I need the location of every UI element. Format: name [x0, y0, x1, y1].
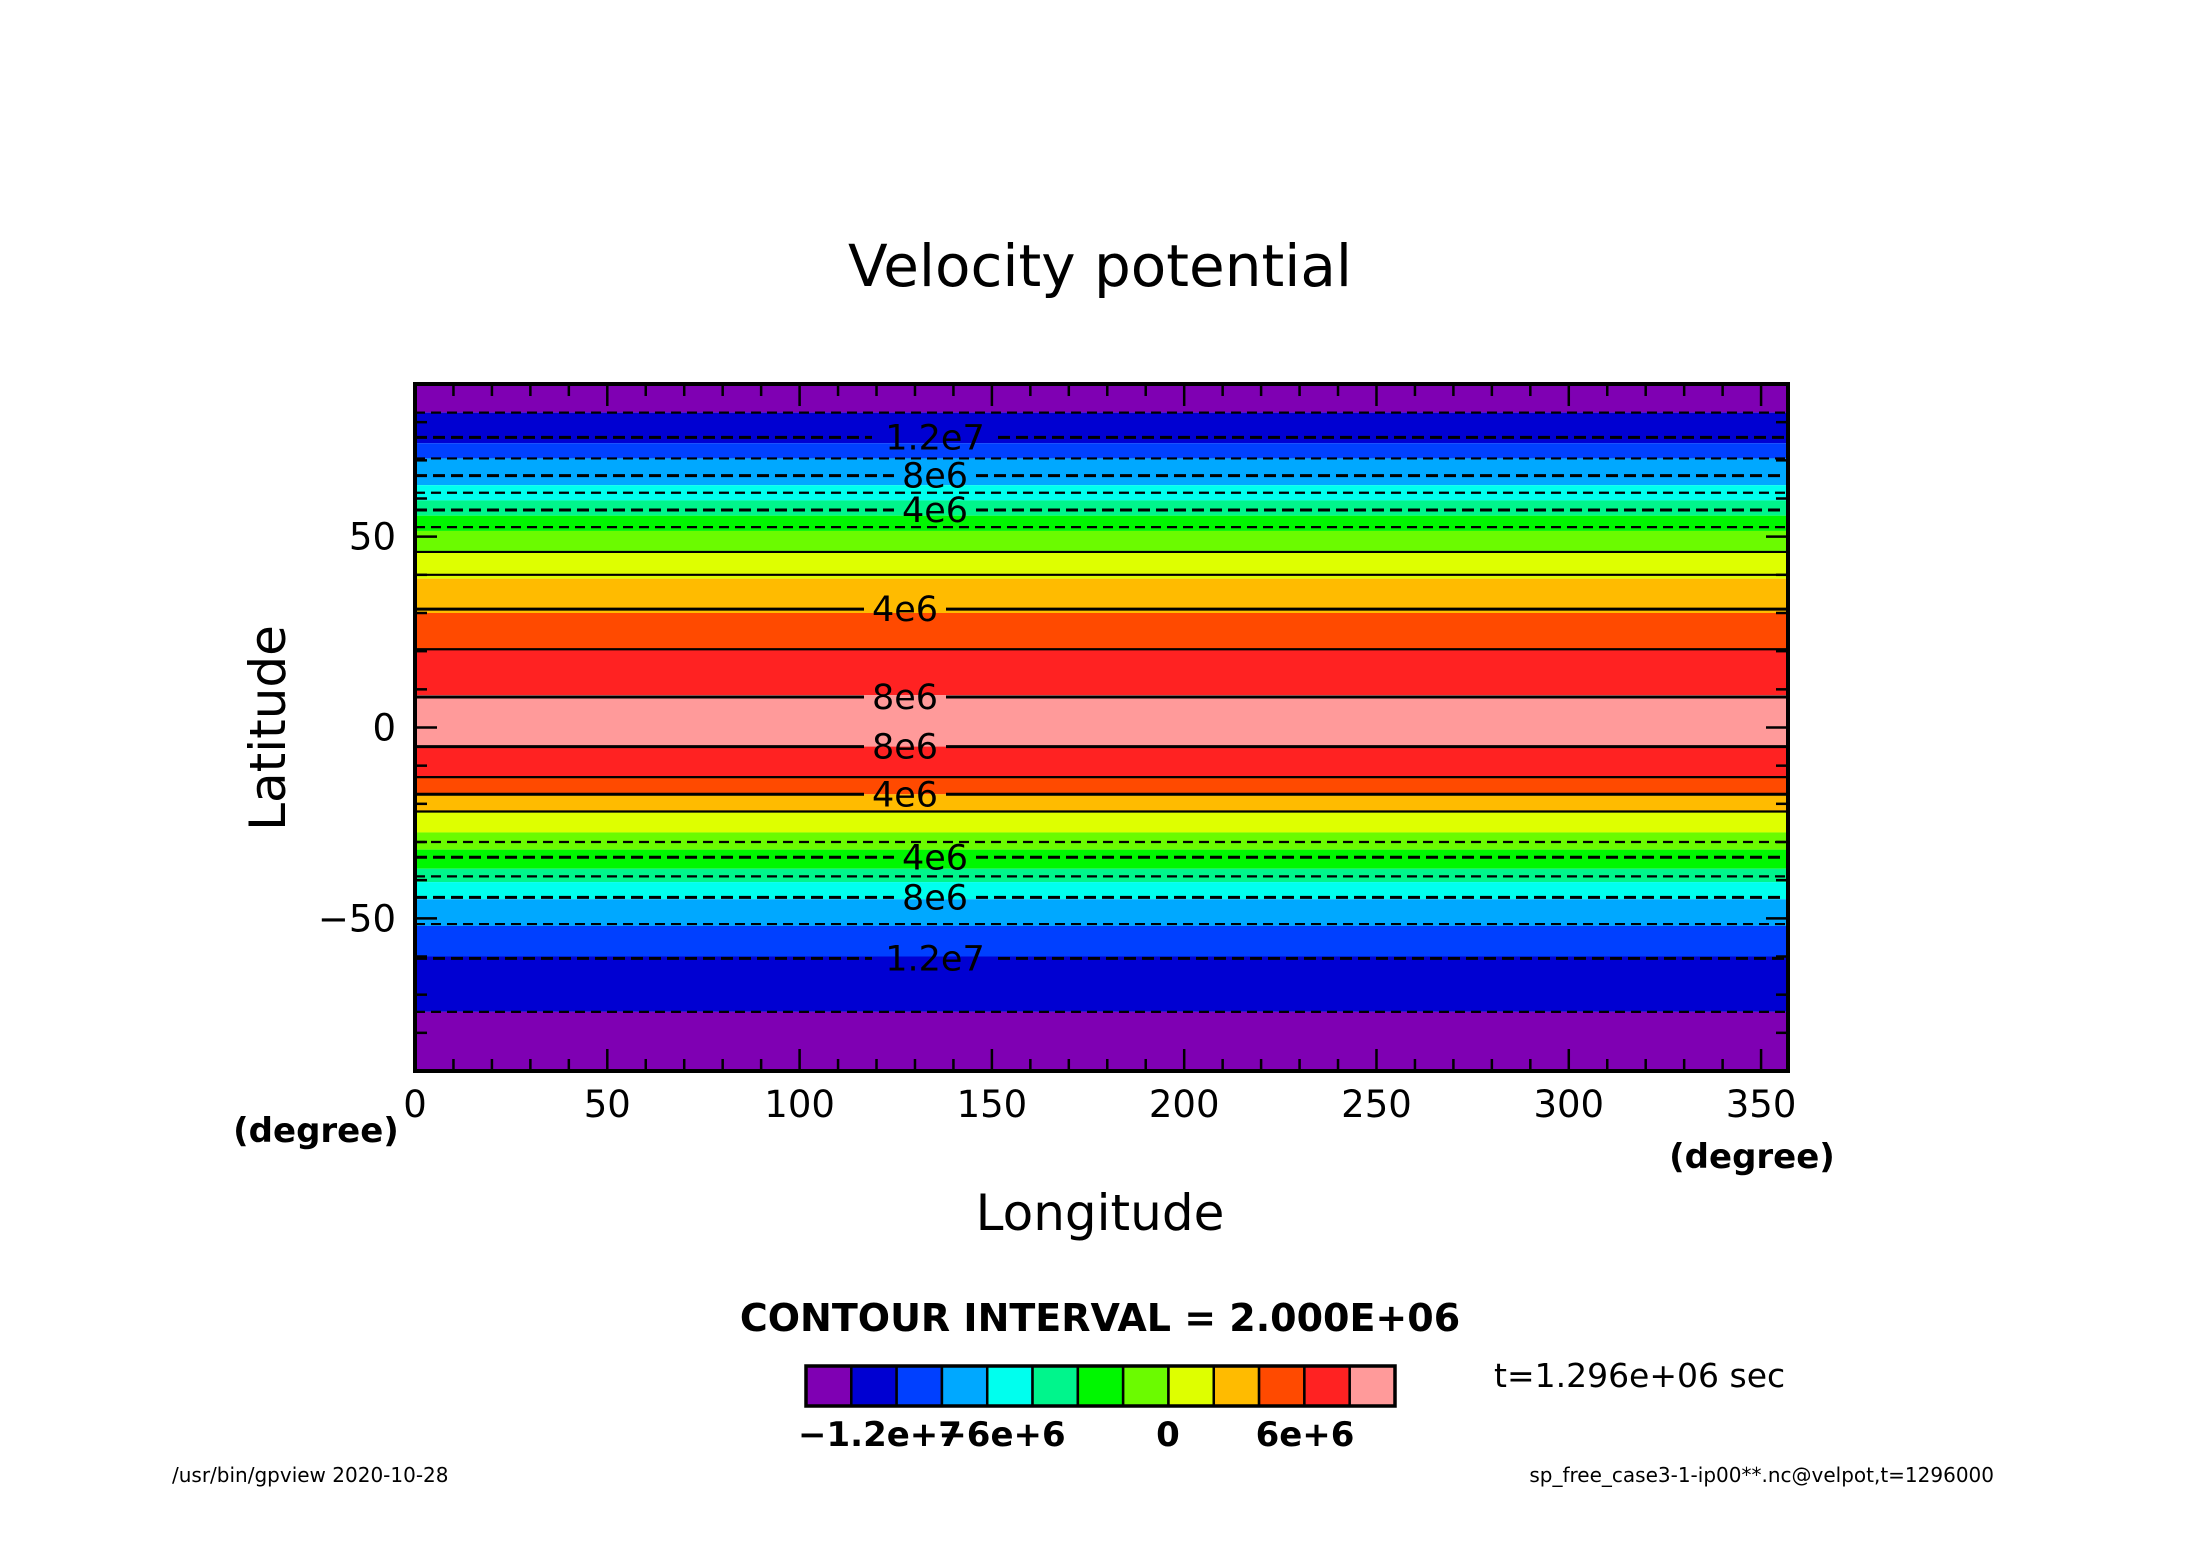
- contour-band-6: [415, 515, 1788, 531]
- y-tick-label: 0: [372, 707, 396, 750]
- colorbar-cell-5: [1031, 1364, 1080, 1408]
- colorbar-cell-8: [1167, 1364, 1216, 1408]
- footer-right: sp_free_case3-1-ip00**.nc@velpot,t=12960…: [1529, 1463, 1994, 1487]
- contour-band-11: [415, 649, 1788, 696]
- contour-band-2: [415, 443, 1788, 459]
- contour-label-11: 8e6: [872, 678, 938, 718]
- contour-band-14: [415, 777, 1788, 795]
- colorbar-cell-11: [1303, 1364, 1351, 1408]
- contour-band-7: [415, 530, 1788, 552]
- contour-band-12: [415, 695, 1788, 747]
- x-tick-label: 200: [1149, 1083, 1220, 1126]
- contour-band-10: [415, 613, 1788, 650]
- colorbar: [804, 1364, 1397, 1408]
- contour-fill-bands: [415, 384, 1788, 1071]
- contour-band-16: [415, 811, 1788, 833]
- x-tick-label: 250: [1341, 1083, 1412, 1126]
- x-tick-label: 100: [764, 1083, 835, 1126]
- contour-label-21: 1.2e7: [885, 939, 984, 979]
- contour-band-0: [415, 384, 1788, 413]
- contour-band-22: [415, 925, 1788, 957]
- colorbar-cell-0: [804, 1364, 853, 1408]
- contour-band-21: [415, 899, 1788, 926]
- colorbar-cell-1: [850, 1364, 898, 1408]
- colorbar-cell-2: [895, 1364, 944, 1408]
- contour-band-9: [415, 578, 1788, 613]
- contour-band-15: [415, 794, 1788, 812]
- contour-band-3: [415, 458, 1788, 486]
- colorbar-cell-10: [1257, 1364, 1306, 1408]
- colorbar-cell-4: [985, 1364, 1034, 1408]
- colorbar-cell-9: [1212, 1364, 1261, 1408]
- y-tick-labels: −50 0 50: [318, 516, 396, 941]
- x-tick-label: 150: [957, 1083, 1028, 1126]
- contour-label-3: 8e6: [902, 457, 968, 497]
- y-tick-label: −50: [318, 897, 396, 940]
- contour-band-13: [415, 746, 1788, 778]
- colorbar-cell-6: [1076, 1364, 1125, 1408]
- colorbar-tick-label: −1.2e+7: [798, 1415, 962, 1455]
- x-axis-title: Longitude: [976, 1184, 1225, 1242]
- y-tick-label: 50: [349, 516, 396, 559]
- colorbar-cell-7: [1121, 1364, 1170, 1408]
- colorbar-tick-labels: −1.2e+7−6e+6 0 6e+6: [798, 1415, 1354, 1455]
- y-unit-label: (degree): [233, 1111, 399, 1151]
- x-tick-label: 300: [1533, 1083, 1604, 1126]
- contour-label-5: 4e6: [902, 491, 968, 531]
- x-tick-labels: 0 50 100 150 200 250 300 350: [403, 1083, 1796, 1126]
- contour-band-24: [415, 1011, 1788, 1071]
- chart-title: Velocity potential: [848, 232, 1352, 300]
- contour-label-17: 4e6: [902, 838, 968, 878]
- contour-label-19: 8e6: [902, 878, 968, 918]
- x-tick-label: 350: [1726, 1083, 1797, 1126]
- contour-label-12: 8e6: [872, 728, 938, 768]
- contour-band-23: [415, 956, 1788, 1012]
- y-axis-title: Latitude: [239, 625, 297, 831]
- contour-band-19: [415, 868, 1788, 883]
- colorbar-cell-3: [940, 1364, 989, 1408]
- contour-label-9: 4e6: [872, 590, 938, 630]
- contour-band-5: [415, 500, 1788, 516]
- plot-frame: [413, 382, 1790, 1073]
- colorbar-tick-label: 6e+6: [1256, 1415, 1355, 1455]
- x-tick-label: 50: [584, 1083, 631, 1126]
- contour-band-17: [415, 832, 1788, 850]
- x-tick-label: 0: [403, 1083, 427, 1126]
- colorbar-frame: [804, 1364, 1397, 1408]
- colorbar-cell-12: [1348, 1364, 1397, 1408]
- footer-left: /usr/bin/gpview 2020-10-28: [172, 1463, 449, 1487]
- contour-band-20: [415, 882, 1788, 900]
- contour-band-18: [415, 849, 1788, 869]
- contour-label-1: 1.2e7: [885, 418, 984, 458]
- contour-interval-label: CONTOUR INTERVAL = 2.000E+06: [740, 1296, 1460, 1340]
- time-label: t=1.296e+06 sec: [1494, 1356, 1785, 1395]
- colorbar-tick-label: 0: [1156, 1415, 1180, 1455]
- contour-band-4: [415, 485, 1788, 501]
- contour-label-14: 4e6: [872, 775, 938, 815]
- colorbar-tick-label: −6e+6: [938, 1415, 1065, 1455]
- x-unit-label: (degree): [1669, 1137, 1835, 1177]
